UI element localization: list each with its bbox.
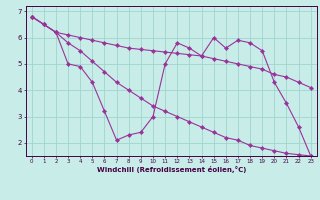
X-axis label: Windchill (Refroidissement éolien,°C): Windchill (Refroidissement éolien,°C) [97,166,246,173]
